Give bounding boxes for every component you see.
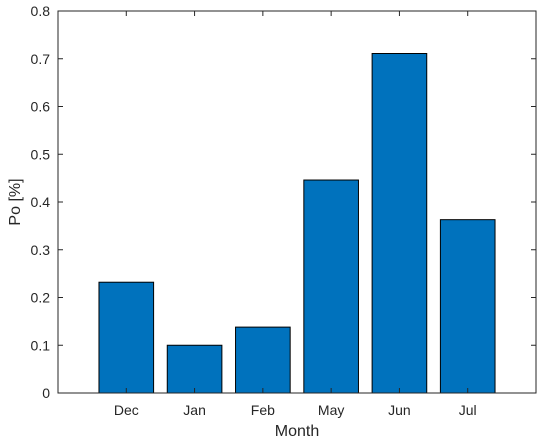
x-tick-label-dec: Dec	[114, 402, 139, 418]
y-tick-label: 0.7	[31, 51, 51, 67]
y-tick-label: 0.2	[31, 290, 51, 306]
x-tick-label-jul: Jul	[459, 402, 477, 418]
bar-jan	[166, 344, 223, 394]
x-tick-label-jan: Jan	[183, 402, 206, 418]
y-tick-label: 0.8	[31, 3, 51, 19]
y-axis-ticks: 0 0.1 0.2 0.3 0.4 0.5 0.6 0.7 0.8	[31, 3, 536, 401]
bar-jul	[439, 219, 496, 394]
y-tick-label: 0.3	[31, 242, 51, 258]
bar-jun	[371, 53, 428, 394]
y-axis-label: Po [%]	[7, 178, 24, 225]
y-tick-label: 0.6	[31, 99, 51, 115]
x-axis-label: Month	[275, 423, 319, 440]
x-tick-label-may: May	[318, 402, 344, 418]
bar-feb	[235, 326, 291, 394]
bars	[98, 53, 496, 394]
x-axis-ticks: Dec Jan Feb May Jun Jul	[114, 11, 477, 418]
y-tick-label: 0.1	[31, 337, 51, 353]
bar-dec	[98, 281, 155, 394]
y-tick-label: 0.5	[31, 146, 51, 162]
bar-may	[303, 179, 359, 394]
x-tick-label-jun: Jun	[388, 402, 411, 418]
y-tick-label: 0.4	[31, 194, 51, 210]
plot-frame	[57, 10, 537, 394]
x-tick-label-feb: Feb	[251, 402, 275, 418]
y-tick-label: 0	[42, 385, 50, 401]
